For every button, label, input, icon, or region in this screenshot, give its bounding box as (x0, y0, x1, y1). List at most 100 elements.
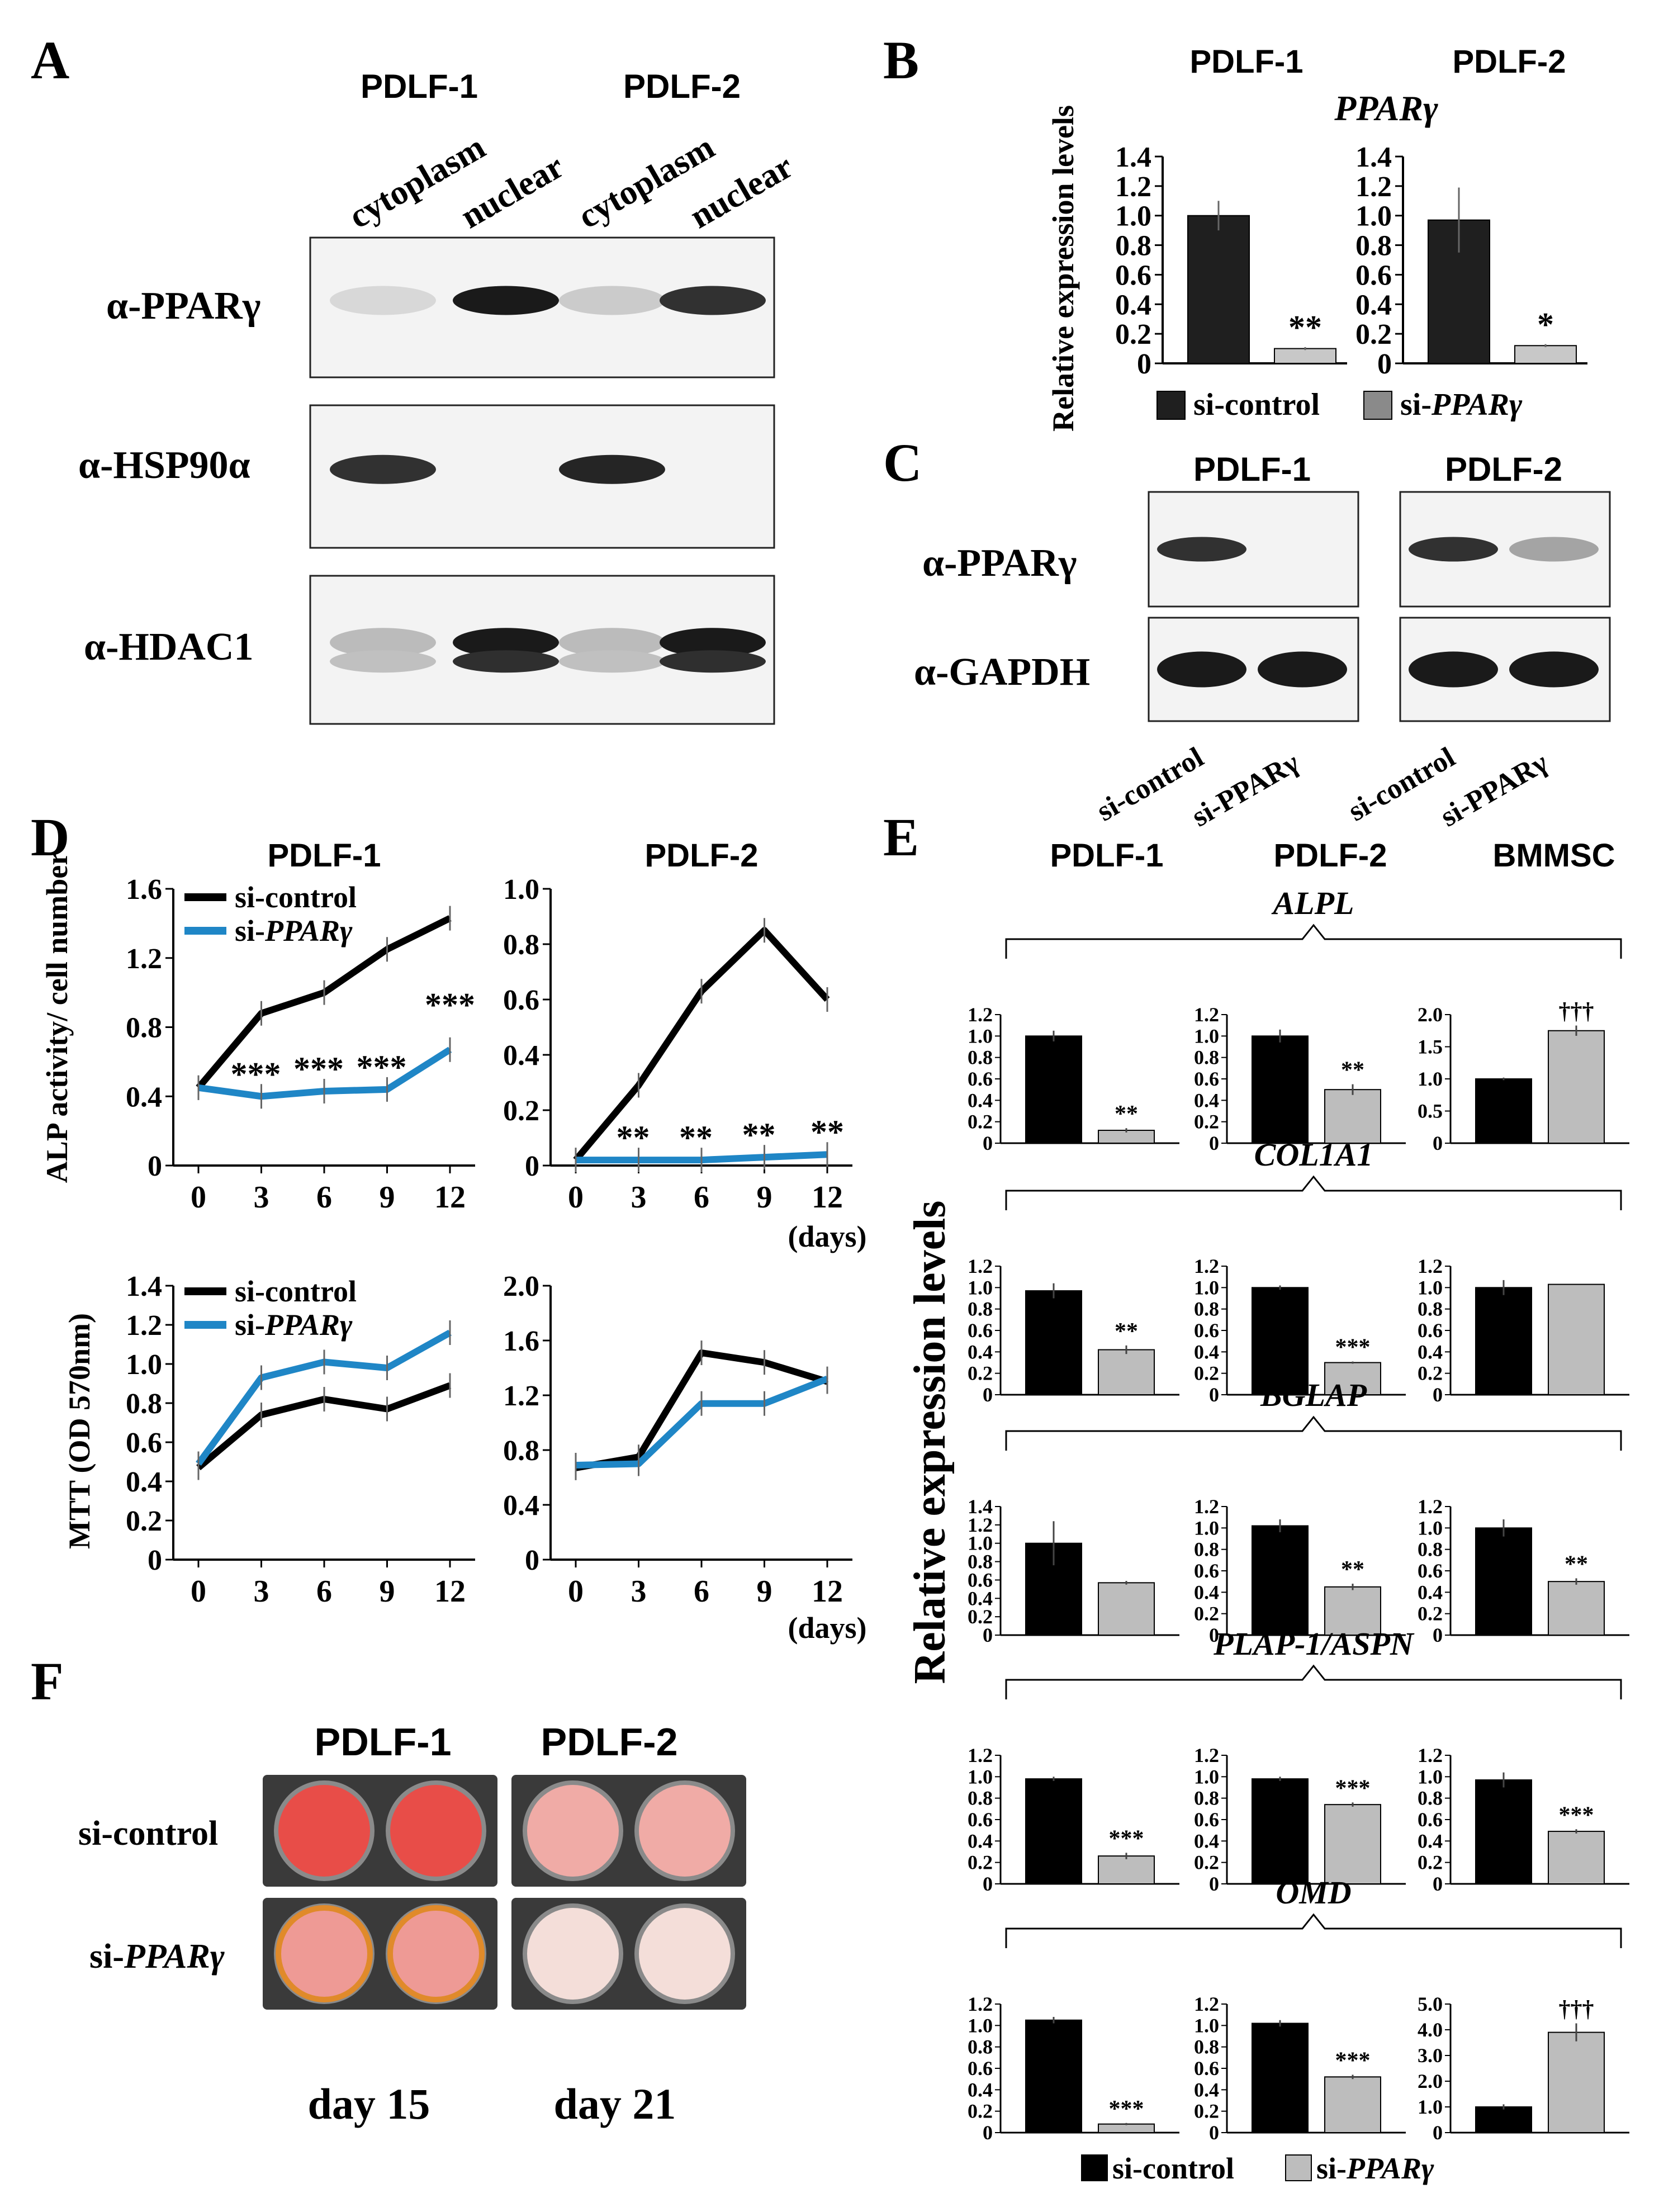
panel-e-column-label: PDLF-2 (1274, 837, 1387, 874)
x-tick-label: 12 (812, 1574, 843, 1609)
panel-d-mtt-ylabel: MTT (OD 570nm) (63, 1313, 96, 1549)
significance-label: *** (357, 1049, 407, 1086)
y-tick-label: 0.8 (126, 1388, 162, 1420)
blot-band (1509, 651, 1599, 688)
significance-label: ** (742, 1116, 776, 1153)
y-tick-label: 0.4 (126, 1081, 162, 1113)
y-tick-label: 0.2 (1115, 319, 1151, 350)
y-tick-label: 0.6 (1194, 1808, 1219, 1831)
y-tick-label: 0.5 (1418, 1100, 1443, 1122)
y-tick-label: 0.8 (1194, 2036, 1219, 2058)
gene-bracket (1005, 1913, 1622, 1948)
legend-swatch-sirna (1285, 2154, 1312, 2181)
y-tick-label: 1.5 (1418, 1036, 1443, 1058)
panel-f-day-label: day 21 (554, 2080, 676, 2128)
x-tick-label: 3 (254, 1180, 269, 1215)
plate-well (639, 1785, 731, 1877)
y-tick-label: 0.2 (1194, 1603, 1219, 1625)
y-tick-label: 1.6 (126, 874, 162, 906)
y-tick-label: 1.2 (126, 943, 162, 975)
x-tick-label: 9 (757, 1180, 772, 1215)
blot-band (1409, 651, 1498, 688)
panel-f-group-label: PDLF-1 (315, 1720, 452, 1764)
blot-band (330, 628, 436, 657)
bar (1548, 1030, 1605, 1144)
y-tick-label: 0.4 (1194, 2078, 1219, 2101)
blot-band (453, 628, 559, 657)
legend-label-sirna-gene: PPARγ (1431, 387, 1523, 422)
y-tick-label: 0.8 (1355, 230, 1392, 262)
y-tick-label: 0 (1209, 2121, 1219, 2144)
blot-band (559, 650, 665, 673)
significance-label: ** (617, 1119, 650, 1156)
y-tick-label: 1.2 (968, 1514, 993, 1536)
blot-band (1258, 651, 1347, 688)
y-tick-label: 0 (983, 1132, 993, 1154)
y-tick-label: 0.4 (968, 1089, 993, 1111)
y-tick-label: 1.0 (503, 874, 539, 906)
y-tick-label: 0.6 (968, 2057, 993, 2080)
panel-f-group-label: PDLF-2 (541, 1720, 678, 1764)
significance-label: *** (1559, 1802, 1594, 1828)
bar (1252, 1525, 1309, 1636)
y-tick-label: 1.2 (1194, 1255, 1219, 1277)
significance-label: ** (1115, 1101, 1138, 1127)
y-tick-label: 0.2 (503, 1095, 539, 1127)
y-tick-label: 0.6 (968, 1569, 993, 1591)
y-tick-label: 1.0 (1418, 2096, 1443, 2118)
blot-band (660, 650, 766, 673)
gene-title: COL1A1 (1254, 1136, 1373, 1173)
y-tick-label: 0.4 (1194, 1341, 1219, 1363)
y-tick-label: 0.2 (1194, 1362, 1219, 1385)
panel-c-group-label: PDLF-1 (1193, 451, 1311, 488)
panel-f-day-label: day 15 (308, 2080, 430, 2128)
panel-e-letter: E (883, 807, 919, 867)
y-tick-label: 0.2 (1418, 1851, 1443, 1874)
panel-f-staining-plates: PDLF-1 PDLF-2 si-control si-PPARγ day 15… (78, 1720, 746, 2128)
significance-label: ** (1115, 1319, 1138, 1344)
legend-swatch-sirna (1363, 391, 1392, 420)
bar (1025, 1778, 1082, 1885)
x-tick-label: 3 (254, 1574, 269, 1609)
y-tick-label: 0.6 (1194, 1560, 1219, 1582)
y-tick-label: 0 (1433, 1384, 1443, 1406)
significance-label: ** (1288, 309, 1322, 346)
legend-label: si-control (235, 1275, 357, 1308)
blot-band (559, 286, 665, 315)
gene-title: OMD (1276, 1874, 1351, 1911)
y-tick-label: 3.0 (1418, 2044, 1443, 2067)
bar (1475, 1078, 1532, 1144)
y-tick-label: 0.4 (1115, 289, 1151, 321)
y-tick-label: 0.2 (1194, 1851, 1219, 1874)
blot-row-label: α-GAPDH (914, 651, 1090, 694)
y-tick-label: 0.4 (1194, 1581, 1219, 1603)
blot-band (1157, 537, 1246, 562)
y-tick-label: 0.6 (1194, 2057, 1219, 2080)
panel-c-lane-label-text: si-PPARγ (1187, 746, 1305, 833)
y-tick-label: 0.6 (1194, 1319, 1219, 1342)
bar (1548, 1581, 1605, 1636)
panel-b-gene-title: PPARγ (1334, 88, 1438, 128)
y-tick-label: 0.4 (1418, 1581, 1443, 1603)
significance-label: *** (293, 1050, 344, 1087)
legend-swatch-control (1081, 2154, 1108, 2181)
y-tick-label: 1.0 (968, 2014, 993, 2036)
plate-well (639, 1908, 731, 2000)
panel-e-bar-charts: PDLF-1 PDLF-2 BMMSC Relative expression … (906, 837, 1629, 2185)
y-tick-label: 0.2 (126, 1505, 162, 1537)
y-tick-label: 0.8 (1194, 1298, 1219, 1320)
y-tick-label: 0.6 (968, 1068, 993, 1090)
days-label: (days) (788, 1611, 866, 1645)
y-tick-label: 1.4 (968, 1495, 993, 1518)
y-tick-label: 0.4 (126, 1466, 162, 1498)
panel-c-western-blot: PDLF-1 PDLF-2 α-PPARγ α-GAPDH si-control… (914, 451, 1611, 833)
y-tick-label: 1.2 (1115, 171, 1151, 203)
panel-f-row-label-gene: PPARγ (124, 1938, 225, 1976)
panel-c-group-label: PDLF-2 (1445, 451, 1562, 488)
legend-label: si-PPARγ (235, 1308, 353, 1342)
blot-band (559, 628, 665, 657)
y-tick-label: 1.4 (1355, 141, 1392, 173)
y-tick-label: 0 (525, 1150, 539, 1182)
panel-d-alp-ylabel: ALP activity/ cell number (40, 852, 74, 1183)
y-tick-label: 0.2 (1418, 1362, 1443, 1385)
